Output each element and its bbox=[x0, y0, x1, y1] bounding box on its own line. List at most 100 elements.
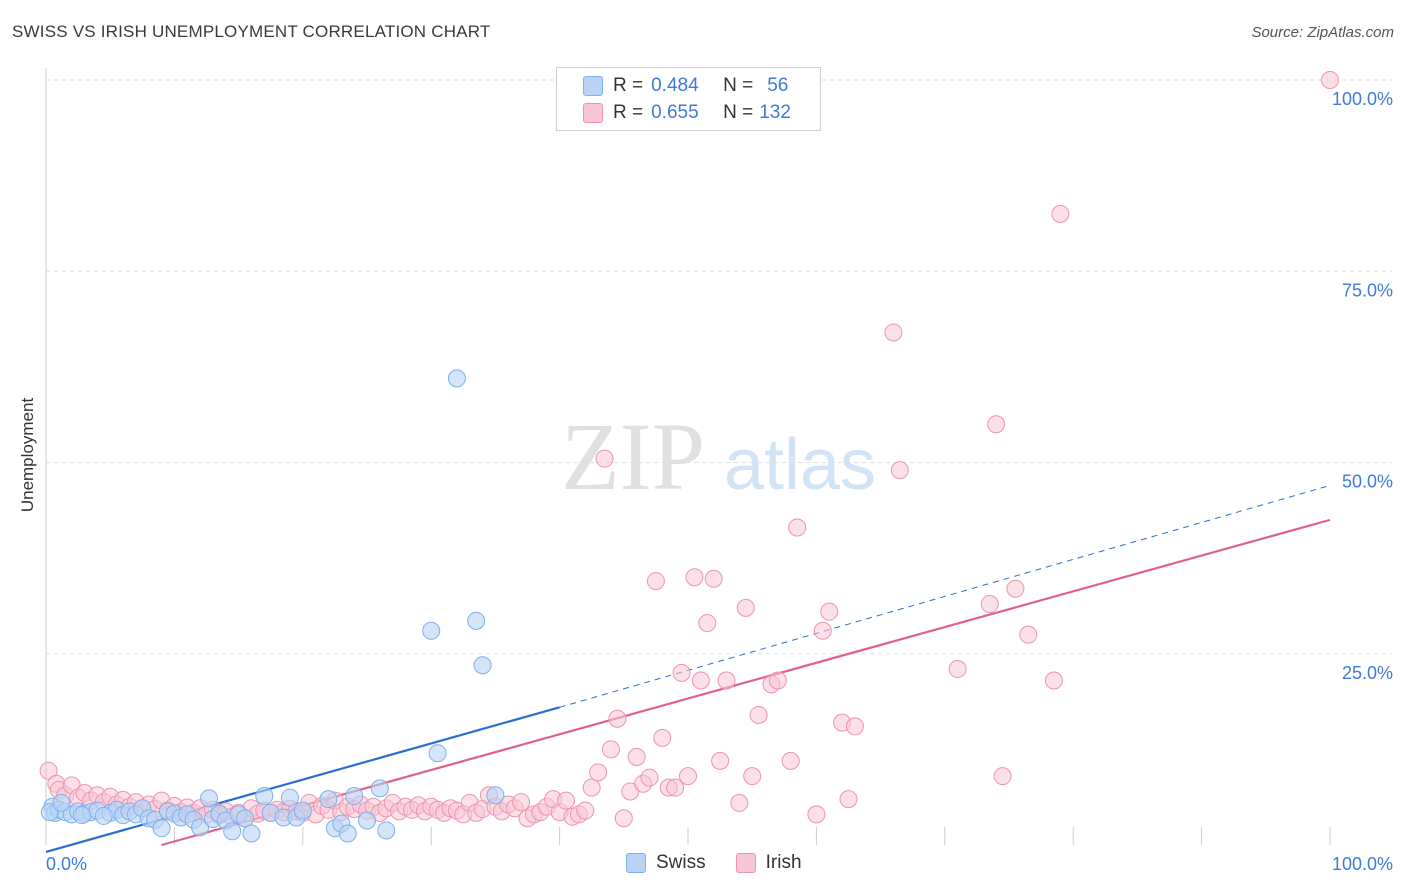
irish-point bbox=[1044, 671, 1063, 690]
swiss-point bbox=[280, 788, 299, 807]
swiss-point bbox=[72, 806, 91, 825]
irish-point bbox=[711, 751, 730, 770]
irish-point bbox=[948, 660, 967, 679]
irish-point bbox=[512, 793, 531, 812]
irish-point bbox=[679, 767, 697, 786]
irish-point bbox=[743, 767, 762, 786]
irish-point bbox=[788, 518, 807, 537]
irish-point bbox=[704, 569, 723, 588]
irish-r-value: 0.655 bbox=[651, 102, 699, 123]
swiss-point bbox=[242, 824, 261, 843]
swiss-swatch bbox=[583, 76, 603, 96]
swiss-r-label: R = bbox=[613, 75, 644, 96]
swiss-point bbox=[428, 744, 447, 763]
swiss-trend-line bbox=[45, 706, 560, 853]
irish-point bbox=[640, 768, 659, 787]
swiss-point bbox=[377, 821, 396, 840]
watermark-zip: ZIP bbox=[561, 403, 705, 510]
swiss-legend-swatch bbox=[626, 853, 646, 873]
irish-point bbox=[813, 621, 832, 640]
irish-point bbox=[749, 705, 768, 724]
irish-point bbox=[1019, 625, 1038, 644]
swiss-n-value: 56 bbox=[767, 75, 789, 96]
irish-point bbox=[807, 805, 826, 824]
irish-point bbox=[993, 767, 1012, 786]
irish-swatch bbox=[583, 103, 603, 123]
irish-point bbox=[666, 778, 685, 797]
swiss-point bbox=[467, 611, 486, 630]
x-tick-label: 0.0% bbox=[46, 854, 87, 874]
tick-labels: 25.0% 50.0% 75.0% 100.0% 0.0% 100.0% bbox=[46, 89, 1393, 874]
swiss-point bbox=[255, 787, 274, 806]
irish-point bbox=[646, 572, 665, 591]
irish-point bbox=[576, 801, 595, 820]
y-tick-label: 50.0% bbox=[1342, 472, 1393, 492]
watermark-atlas: atlas bbox=[724, 425, 876, 505]
irish-point bbox=[768, 671, 787, 690]
swiss-n-label: N = bbox=[723, 75, 754, 96]
swiss-point bbox=[223, 822, 242, 841]
irish-point bbox=[698, 614, 717, 633]
swiss-r-value: 0.484 bbox=[651, 75, 699, 96]
irish-point bbox=[653, 728, 672, 747]
legend-item-swiss[interactable]: Swiss bbox=[626, 852, 706, 874]
irish-point bbox=[1051, 204, 1070, 223]
swiss-point bbox=[94, 806, 113, 825]
swiss-point bbox=[358, 811, 376, 830]
irish-point bbox=[601, 740, 620, 759]
swiss-point bbox=[200, 789, 219, 808]
irish-point bbox=[685, 568, 704, 587]
irish-point bbox=[608, 709, 627, 728]
chart-title: SWISS VS IRISH UNEMPLOYMENT CORRELATION … bbox=[12, 22, 491, 41]
swiss-point bbox=[338, 824, 357, 843]
irish-r-label: R = bbox=[613, 102, 644, 123]
irish-point bbox=[595, 449, 614, 468]
irish-point bbox=[987, 415, 1006, 434]
watermark: ZIP atlas bbox=[561, 403, 876, 510]
swiss-point bbox=[422, 621, 441, 640]
irish-point bbox=[627, 748, 646, 767]
irish-point bbox=[1321, 71, 1339, 89]
irish-point bbox=[1006, 579, 1025, 598]
swiss-point bbox=[345, 787, 364, 806]
irish-n-label: N = bbox=[723, 102, 754, 123]
irish-point bbox=[614, 809, 633, 828]
irish-point bbox=[781, 751, 800, 770]
irish-point bbox=[820, 602, 839, 621]
irish-point bbox=[717, 671, 736, 690]
irish-point bbox=[582, 778, 601, 797]
series-legend: Swiss Irish bbox=[626, 852, 832, 874]
irish-legend-label: Irish bbox=[765, 852, 802, 873]
irish-point bbox=[890, 461, 909, 480]
irish-point bbox=[672, 663, 691, 682]
swiss-point bbox=[473, 656, 492, 675]
irish-legend-swatch bbox=[735, 853, 756, 873]
swiss-point bbox=[319, 790, 338, 809]
x-tick-label: 100.0% bbox=[1332, 854, 1393, 874]
irish-point bbox=[980, 595, 999, 614]
correlation-legend: R = 0.484 N = 56 R = 0.655 N = 132 bbox=[556, 67, 821, 131]
legend-item-irish[interactable]: Irish bbox=[735, 852, 802, 874]
y-tick-label: 100.0% bbox=[1332, 89, 1393, 109]
irish-n-value: 132 bbox=[759, 102, 791, 123]
swiss-point bbox=[370, 779, 389, 798]
swiss-legend-label: Swiss bbox=[656, 852, 706, 873]
swiss-point bbox=[293, 801, 312, 820]
swiss-point bbox=[447, 369, 466, 388]
irish-point bbox=[736, 598, 755, 617]
swiss-point bbox=[486, 786, 505, 805]
irish-point bbox=[884, 323, 903, 342]
swiss-point bbox=[236, 809, 255, 828]
data-points bbox=[39, 71, 1339, 843]
irish-point bbox=[730, 793, 749, 812]
grid-lines bbox=[45, 68, 1392, 845]
irish-point bbox=[589, 763, 608, 782]
y-tick-label: 75.0% bbox=[1342, 280, 1393, 300]
swiss-point bbox=[152, 819, 171, 838]
swiss-point bbox=[191, 818, 210, 837]
irish-point bbox=[839, 790, 858, 809]
legend-row-swiss: R = 0.484 N = 56 bbox=[583, 73, 788, 99]
irish-point bbox=[845, 717, 864, 736]
source-label: Source: ZipAtlas.com bbox=[1251, 24, 1394, 41]
